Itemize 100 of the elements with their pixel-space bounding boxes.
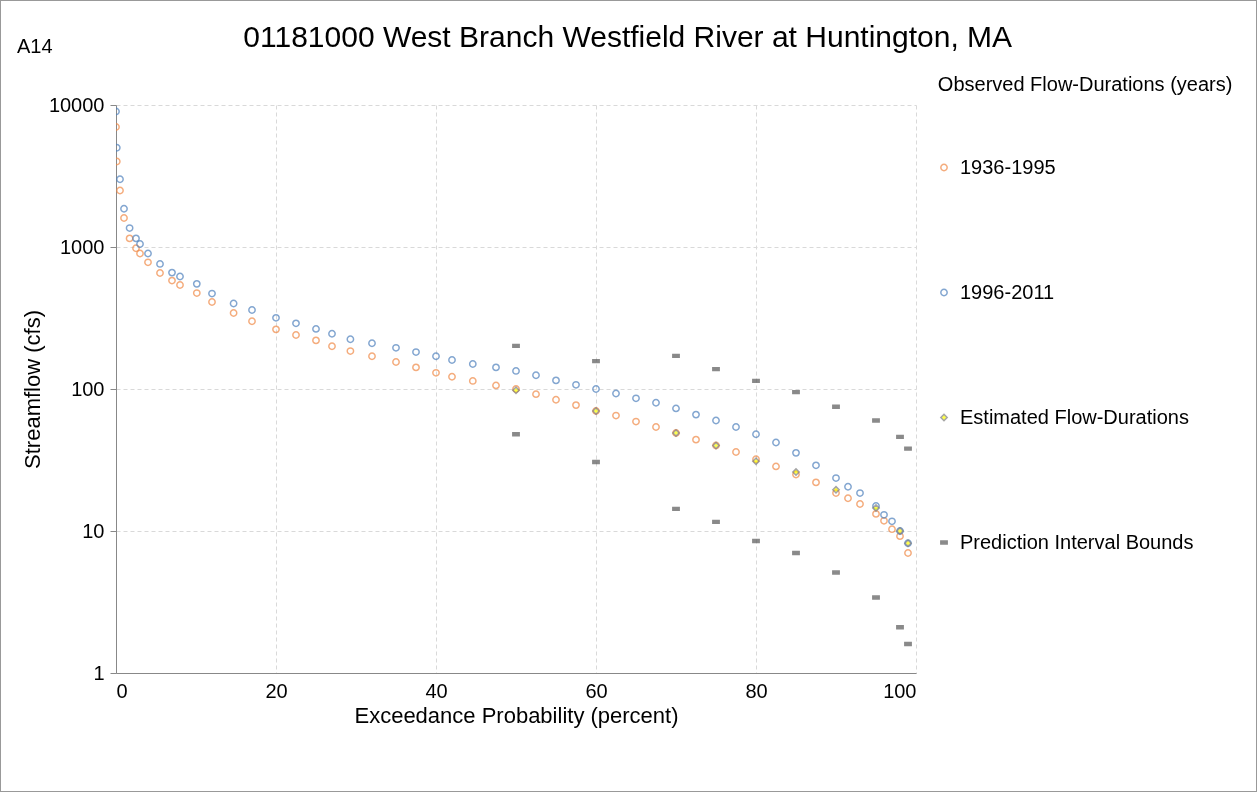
point — [856, 489, 864, 497]
x-tick-label: 100 — [883, 679, 917, 702]
point — [732, 423, 740, 431]
point — [880, 510, 888, 519]
point — [772, 462, 780, 471]
point — [292, 331, 300, 339]
point — [229, 309, 238, 317]
x-tick-label: 40 — [425, 679, 448, 702]
point — [468, 360, 477, 368]
point — [346, 347, 355, 355]
legend-label: 1996-2011 — [960, 280, 1055, 303]
point — [116, 175, 124, 184]
point — [208, 298, 216, 306]
point — [572, 380, 580, 389]
text: A14 — [17, 35, 53, 58]
point — [752, 378, 760, 384]
y-tick-label: 10 — [82, 519, 105, 542]
point — [512, 367, 520, 375]
point — [248, 317, 256, 326]
point — [328, 329, 336, 338]
x-tick-label: 60 — [585, 679, 608, 702]
point — [116, 186, 124, 195]
point — [176, 272, 184, 281]
point — [888, 525, 896, 534]
point — [632, 417, 640, 426]
point — [692, 410, 700, 419]
point — [752, 430, 760, 439]
point — [132, 244, 140, 253]
point — [156, 269, 164, 277]
legend-label: Prediction Interval Bounds — [960, 530, 1194, 553]
point — [792, 550, 800, 556]
point — [552, 376, 560, 385]
point — [144, 258, 152, 267]
point — [512, 343, 520, 349]
point — [168, 276, 176, 285]
point — [468, 377, 477, 385]
point — [448, 356, 456, 364]
point — [792, 448, 800, 457]
legend-label: Estimated Flow-Durations — [960, 405, 1189, 428]
point — [612, 411, 620, 420]
point — [120, 214, 128, 222]
point — [880, 516, 888, 525]
point — [292, 319, 300, 328]
point — [888, 517, 896, 526]
x-tick-label: 20 — [265, 679, 288, 702]
point — [904, 641, 912, 647]
point — [144, 249, 152, 258]
point — [712, 416, 720, 425]
point — [792, 389, 800, 395]
point — [272, 313, 280, 322]
point — [412, 363, 420, 372]
point — [492, 381, 500, 390]
x-axis-title: Exceedance Probability (percent) — [354, 702, 679, 728]
point — [832, 485, 840, 494]
point — [872, 509, 880, 518]
y-tick-label: 1000 — [60, 235, 105, 258]
point — [632, 394, 640, 403]
point — [432, 352, 440, 361]
point — [732, 448, 740, 456]
x-tick-label: 0 — [116, 679, 128, 702]
point — [272, 325, 280, 334]
point — [412, 348, 420, 356]
point — [712, 519, 720, 525]
legend-title: Observed Flow-Durations (years) — [937, 73, 1233, 95]
chart-title: 01181000 West Branch Westfield River at Huntington, MA — [243, 20, 1013, 53]
point — [592, 459, 600, 465]
point — [832, 489, 840, 497]
point — [132, 234, 140, 243]
point — [532, 371, 540, 380]
legend-label: 1936-1995 — [960, 155, 1056, 178]
point — [432, 368, 440, 377]
point — [346, 335, 355, 344]
point — [812, 461, 820, 470]
y-axis-title: Streamflow (cfs) — [19, 310, 45, 469]
point — [712, 366, 720, 372]
x-tick-label: 80 — [745, 679, 768, 702]
point — [672, 506, 680, 512]
point — [752, 538, 760, 544]
point — [248, 306, 256, 314]
point — [156, 260, 164, 268]
point — [692, 435, 700, 444]
y-tick-label: 1 — [93, 661, 105, 684]
point — [592, 385, 600, 393]
point — [136, 240, 144, 248]
point — [532, 390, 540, 399]
point — [208, 289, 216, 298]
point — [896, 434, 904, 440]
point — [125, 224, 134, 232]
point — [312, 336, 320, 345]
point — [652, 398, 660, 407]
point — [176, 281, 184, 289]
point — [328, 342, 336, 351]
point — [168, 268, 176, 277]
point — [552, 395, 560, 404]
point — [844, 494, 852, 503]
point — [772, 438, 780, 447]
point — [125, 234, 134, 243]
point — [812, 478, 820, 487]
point — [492, 363, 500, 372]
point — [672, 353, 680, 359]
